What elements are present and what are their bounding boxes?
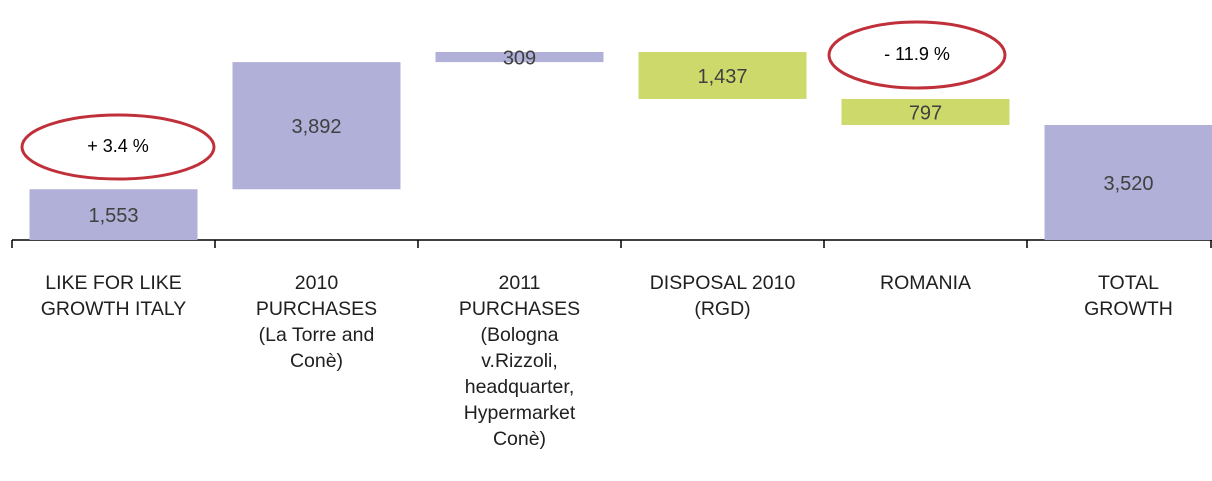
value-label: 797	[909, 102, 942, 124]
bar	[841, 98, 1010, 125]
annotation-ellipse	[827, 20, 1007, 90]
x-tick-label: ROMANIA	[879, 272, 971, 294]
x-tick-label: TOTAL GROWTH	[1084, 272, 1173, 320]
value-label: 1,437	[697, 66, 747, 88]
x-tick-label: LIKE FOR LIKE GROWTH ITALY	[40, 272, 187, 320]
x-tick-label: 2011 PURCHASES (Bologna v.Rizzoli, headq…	[458, 272, 581, 450]
x-tick-label: DISPOSAL 2010 (RGD)	[649, 272, 796, 320]
value-label: 309	[503, 47, 536, 69]
value-label: 3,520	[1103, 173, 1153, 195]
bar	[435, 52, 604, 63]
x-tick-label: 2010 PURCHASES (La Torre and Conè)	[255, 272, 378, 372]
annotation-ellipse	[20, 113, 216, 181]
annotation: + 3.4 %	[87, 136, 149, 156]
bar	[638, 52, 807, 99]
value-label: 1,553	[88, 205, 138, 227]
bar	[232, 62, 401, 190]
annotation: - 11.9 %	[884, 44, 950, 64]
value-label: 3,892	[291, 116, 341, 138]
bar	[1044, 124, 1212, 240]
bar	[29, 189, 198, 240]
